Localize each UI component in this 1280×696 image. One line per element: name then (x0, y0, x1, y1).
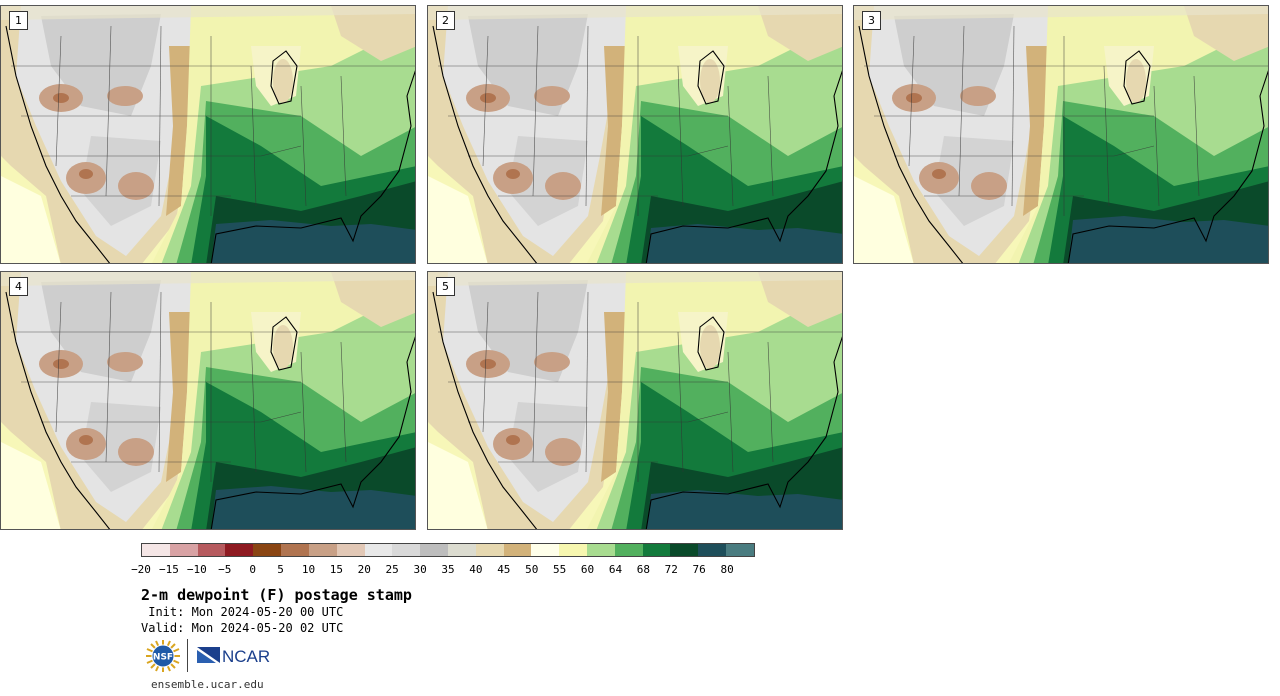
colorbar-tick-label: 15 (329, 563, 343, 576)
panel-number: 2 (436, 11, 455, 30)
colorbar-tick-labels: −20 −15 −10 −5 0 5 10 15 20 25 30 35 40 45 50 55 60 64 68 7… (131, 563, 755, 577)
colorbar-tick-label: −5 (218, 563, 232, 576)
colorbar-swatch (475, 544, 504, 556)
colorbar-swatch (614, 544, 643, 556)
nsf-logo-icon: NSF (146, 640, 180, 672)
ncar-logo-icon: NCAR (197, 647, 270, 666)
colorbar-tick-label: 0 (249, 563, 256, 576)
colorbar-swatch (559, 544, 587, 556)
panel-number: 3 (862, 11, 881, 30)
colorbar-tick-label: −15 (158, 563, 179, 576)
stamp-panel-4: 4 (0, 271, 416, 530)
dewpoint-map (428, 272, 842, 529)
dewpoint-map (1, 6, 415, 263)
colorbar-swatch (392, 544, 421, 556)
dewpoint-map (428, 6, 842, 263)
init-time: Init: Mon 2024-05-20 00 UTC (141, 605, 344, 619)
colorbar-tick-label: −20 (131, 563, 151, 576)
colorbar-swatch (281, 544, 309, 556)
panel-number: 4 (9, 277, 28, 296)
colorbar-swatch (169, 544, 198, 556)
colorbar-swatch (670, 544, 699, 556)
colorbar-tick-label: 35 (441, 563, 455, 576)
colorbar-tick-label: 76 (692, 563, 706, 576)
colorbar-swatch (364, 544, 393, 556)
dewpoint-map (1, 272, 415, 529)
colorbar-tick-label: 50 (525, 563, 539, 576)
logo-separator (187, 639, 188, 672)
colorbar-swatch (726, 544, 754, 556)
colorbar-swatch (420, 544, 448, 556)
colorbar-tick-label: 68 (636, 563, 650, 576)
colorbar-swatch (698, 544, 727, 556)
colorbar-tick-label: 30 (413, 563, 427, 576)
colorbar-swatch (142, 544, 170, 556)
colorbar-swatch (587, 544, 615, 556)
colorbar-tick-label: 55 (553, 563, 567, 576)
stamp-panel-5: 5 (427, 271, 843, 530)
colorbar-swatch (253, 544, 282, 556)
colorbar-tick-label: 80 (720, 563, 734, 576)
colorbar-tick-label: 25 (385, 563, 399, 576)
colorbar-swatch (225, 544, 254, 556)
colorbar-tick-label: 72 (664, 563, 678, 576)
svg-text:NSF: NSF (153, 653, 173, 663)
panel-number: 5 (436, 277, 455, 296)
stamp-panel-2: 2 (427, 5, 843, 264)
stamp-panel-1: 1 (0, 5, 416, 264)
colorbar-swatch (503, 544, 532, 556)
colorbar-tick-label: 20 (357, 563, 371, 576)
colorbar-tick-label: 45 (497, 563, 511, 576)
valid-time: Valid: Mon 2024-05-20 02 UTC (141, 621, 344, 635)
colorbar-swatch (642, 544, 671, 556)
dewpoint-map (854, 6, 1268, 263)
colorbar-swatch (336, 544, 365, 556)
svg-text:NCAR: NCAR (222, 647, 270, 666)
colorbar-tick-label: 40 (469, 563, 483, 576)
colorbar-tick-label: −10 (186, 563, 207, 576)
colorbar-tick-label: 60 (580, 563, 595, 576)
colorbar-swatch (197, 544, 226, 556)
stamp-panel-3: 3 (853, 5, 1269, 264)
dewpoint-colorbar (141, 543, 755, 557)
colorbar-tick-label: 5 (277, 563, 284, 576)
colorbar-swatch (531, 544, 560, 556)
panel-number: 1 (9, 11, 28, 30)
colorbar-swatch (447, 544, 476, 556)
colorbar-swatch (308, 544, 337, 556)
chart-title: 2-m dewpoint (F) postage stamp (141, 586, 412, 604)
site-url: ensemble.ucar.edu (151, 678, 264, 691)
colorbar-tick-label: 64 (608, 563, 623, 576)
colorbar-tick-label: 10 (301, 563, 316, 576)
